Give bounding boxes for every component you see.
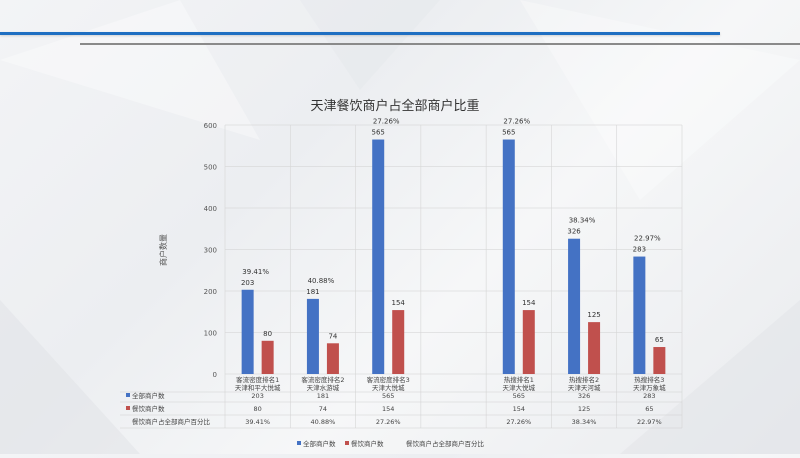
table-cell: 203 [251, 392, 263, 400]
table-cell: 154 [382, 405, 394, 413]
y-tick-label: 400 [204, 205, 217, 213]
legend-swatch [297, 441, 301, 445]
bar-food-merchants [588, 322, 601, 374]
table-cell: 565 [382, 392, 394, 400]
table-cell: 74 [319, 405, 327, 413]
data-label-all-merchants: 181 [306, 288, 319, 296]
table-cell: 125 [578, 405, 590, 413]
table-cell: 154 [513, 405, 525, 413]
chart-title: 天津餐饮商户占全部商户比重 [310, 98, 479, 114]
data-label-all-merchants: 203 [241, 279, 254, 287]
data-label-percentage: 27.26% [373, 118, 400, 126]
y-tick-label: 600 [204, 122, 217, 130]
data-labels: 203 80 39.41% 181 74 40.88% 565 154 27.26% 565 154… [241, 118, 664, 344]
legend-swatch [345, 441, 349, 445]
legend: 全部商户数 餐饮商户数 餐饮商户占全部商户百分比 [297, 439, 485, 448]
table-row-swatch [126, 393, 130, 397]
bar-food-merchants [261, 340, 274, 374]
y-tick-label: 500 [204, 164, 217, 172]
data-label-all-merchants: 565 [502, 129, 515, 137]
category-label-line1: 客流密度排名3 [367, 375, 410, 384]
data-label-food-merchants: 154 [392, 299, 406, 307]
table-cell: 39.41% [245, 418, 270, 426]
category-label-line2: 天津天河城 [568, 384, 601, 392]
table-cell: 27.26% [506, 418, 531, 426]
y-tick-label: 200 [204, 288, 217, 296]
data-label-percentage: 40.88% [308, 277, 335, 285]
y-tick-label: 0 [213, 371, 217, 379]
table-cell: 38.34% [572, 418, 597, 426]
data-label-percentage: 38.34% [569, 217, 596, 225]
category-label-line2: 天津水游城 [307, 383, 340, 392]
data-label-percentage: 22.97% [634, 235, 661, 243]
data-label-all-merchants: 283 [633, 246, 646, 254]
table-cell: 326 [578, 392, 590, 400]
data-label-all-merchants: 565 [372, 129, 385, 137]
table-cell: 65 [645, 405, 653, 413]
bar-food-merchants [326, 343, 339, 374]
data-label-food-merchants: 65 [655, 336, 664, 344]
category-label-line1: 热搜排名1 [504, 375, 534, 384]
data-table: 客流密度排名1天津和平大悦城客流密度排名2天津水游城客流密度排名3天津大悦城热搜… [120, 375, 682, 429]
category-label-line1: 热搜排名2 [569, 375, 599, 384]
table-cell: 80 [254, 405, 262, 413]
category-label-line1: 客流密度排名2 [301, 375, 344, 384]
category-label-line2: 天津万象城 [633, 383, 666, 392]
header-accent-line [0, 32, 720, 35]
category-label-line2: 天津大悦城 [503, 383, 536, 392]
table-cell: 181 [317, 392, 329, 400]
bar-all-merchants [372, 139, 385, 374]
legend-label: 餐饮商户数 [351, 439, 384, 448]
header-divider-line [80, 43, 800, 45]
data-label-food-merchants: 74 [328, 332, 337, 340]
data-label-percentage: 27.26% [503, 118, 530, 126]
table-cell: 40.88% [311, 418, 336, 426]
data-label-food-merchants: 154 [522, 299, 536, 307]
data-label-food-merchants: 125 [587, 311, 600, 319]
bar-all-merchants [241, 289, 254, 374]
table-row-name: 餐饮商户数 [132, 404, 165, 413]
legend-label: 全部商户数 [303, 439, 336, 448]
table-cell: 565 [513, 392, 525, 400]
category-label-line2: 天津大悦城 [372, 383, 405, 392]
bar-all-merchants [633, 256, 646, 374]
table-cell: 283 [643, 392, 655, 400]
category-label-line1: 热搜排名3 [634, 375, 664, 384]
bar-all-merchants [502, 139, 515, 374]
data-label-percentage: 39.41% [242, 268, 269, 276]
bar-food-merchants [392, 310, 405, 374]
data-label-food-merchants: 80 [263, 330, 272, 338]
y-axis-ticks: 0 100 200 300 400 500 600 [204, 122, 217, 379]
table-row-swatch [126, 406, 130, 410]
gridlines [224, 124, 683, 428]
table-row-name: 餐饮商户占全部商户百分比 [132, 417, 211, 426]
bar-all-merchants [306, 298, 319, 374]
category-label-line2: 天津和平大悦城 [235, 383, 281, 392]
bar-food-merchants [522, 310, 535, 374]
y-tick-label: 100 [204, 330, 217, 338]
legend-label: 餐饮商户占全部商户百分比 [406, 439, 485, 448]
y-axis-label: 商户数量 [158, 234, 168, 266]
table-cell: 27.26% [376, 418, 401, 426]
bar-all-merchants [568, 238, 581, 374]
data-label-all-merchants: 326 [567, 228, 581, 236]
y-tick-label: 300 [204, 247, 217, 255]
table-cell: 22.97% [637, 418, 662, 426]
table-row-name: 全部商户数 [132, 391, 165, 400]
bar-food-merchants [653, 347, 666, 374]
bars [241, 139, 666, 374]
category-label-line1: 客流密度排名1 [236, 375, 279, 384]
